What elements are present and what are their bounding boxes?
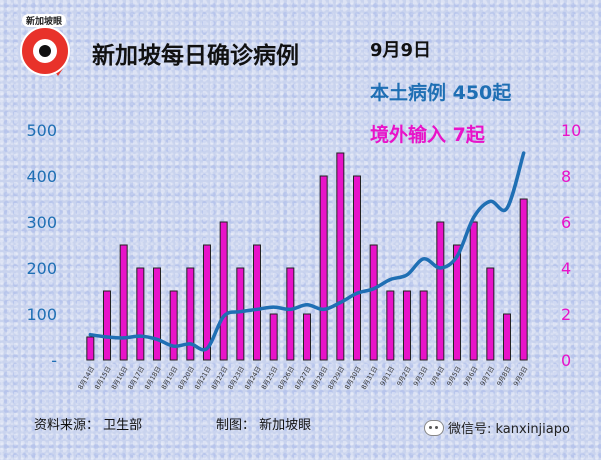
bar-2: [119, 244, 128, 361]
bar-15: [336, 152, 345, 361]
left-axis-tick-4: 400: [26, 167, 57, 186]
logo: 新加坡眼: [18, 14, 78, 80]
bar-25: [503, 313, 511, 361]
bar-13: [303, 313, 311, 361]
bar-16: [353, 175, 361, 361]
left-axis-tick-1: 100: [26, 305, 57, 324]
bar-1: [103, 290, 111, 361]
wechat-id: 微信号: kanxinjiapo: [424, 418, 570, 437]
right-axis-tick-0: 0: [561, 351, 571, 370]
x-tick-label-26: 9月9日: [512, 365, 530, 387]
left-axis-tick-5: 500: [26, 121, 57, 140]
bar-6: [186, 267, 195, 361]
left-axis-tick-0: -: [51, 351, 57, 370]
logo-text: 新加坡眼: [22, 14, 67, 27]
bar-12: [286, 267, 295, 361]
bar-3: [136, 267, 145, 361]
chart-date: 9月9日: [370, 40, 432, 61]
right-axis-tick-4: 8: [561, 167, 571, 186]
x-tick-label-18: 9月1日: [378, 365, 396, 387]
right-axis-tick-5: 10: [561, 121, 581, 140]
bar-8: [219, 221, 228, 361]
source-credit: 资料来源： 卫生部: [34, 418, 143, 433]
chart-title: 新加坡每日确诊病例: [92, 43, 299, 69]
bar-0: [86, 336, 95, 361]
imported-cases-label: 境外输入 7起: [370, 124, 485, 146]
bar-24: [486, 267, 495, 361]
left-axis-tick-2: 200: [26, 259, 57, 278]
right-axis-tick-3: 6: [561, 213, 571, 232]
x-tick-label-17: 8月31日: [360, 365, 380, 391]
bar-11: [269, 313, 278, 361]
bar-4: [153, 267, 161, 361]
bar-9: [236, 267, 245, 361]
bar-18: [386, 290, 395, 361]
x-tick-label-25: 9月8日: [495, 365, 513, 387]
x-tick-label-23: 9月6日: [462, 365, 480, 387]
left-axis-tick-3: 300: [26, 213, 57, 232]
wechat-icon: [424, 419, 444, 436]
bar-7: [203, 244, 211, 361]
local-cases-label: 本土病例 450起: [370, 82, 512, 104]
bar-23: [469, 221, 478, 361]
bar-26: [519, 198, 528, 361]
bar-5: [169, 290, 178, 361]
x-tick-label-22: 9月5日: [445, 365, 463, 387]
right-axis-tick-2: 4: [561, 259, 571, 278]
x-tick-label-19: 9月2日: [395, 365, 413, 387]
eye-icon: [20, 26, 70, 76]
bar-17: [369, 244, 378, 361]
bar-22: [453, 244, 461, 361]
bar-19: [403, 290, 411, 361]
x-tick-label-20: 9月3日: [412, 365, 430, 387]
eye-white: [33, 39, 57, 63]
bar-14: [319, 175, 328, 361]
producer-credit: 制图： 新加坡眼: [216, 418, 312, 433]
bar-21: [436, 221, 445, 361]
wechat-text: 微信号: kanxinjiapo: [448, 422, 570, 437]
local-cases-line: [88, 151, 526, 352]
bar-20: [419, 290, 428, 361]
bar-10: [253, 244, 261, 361]
x-tick-label-21: 9月4日: [428, 365, 446, 387]
x-tick-label-24: 9月7日: [478, 365, 496, 387]
right-axis-tick-1: 2: [561, 305, 571, 324]
eye-pupil: [39, 45, 51, 57]
